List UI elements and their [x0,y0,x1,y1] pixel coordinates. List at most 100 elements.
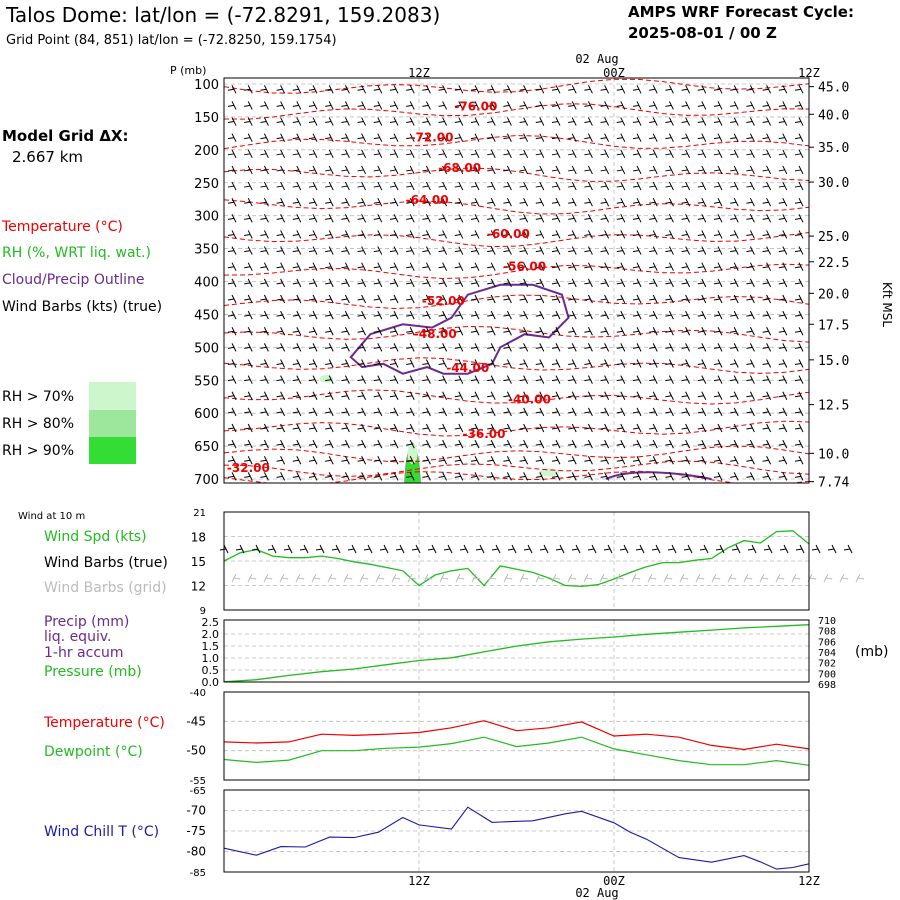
wind-barb-staff [665,117,674,126]
temperature-line [223,720,810,751]
wind-barb [389,423,399,433]
pressure-axis-label: P (mb) [170,64,206,77]
wind-barb [632,407,642,417]
wind-barb-staff [584,149,593,159]
wind-barb [325,439,334,449]
true-wind-barb-staff [763,544,773,554]
grid-wind-barb-staff [439,573,449,583]
wind-barb [438,181,448,191]
true-wind-barb-staff [683,544,693,554]
wind-barb-staff [551,197,561,207]
wind-barb [551,214,561,223]
wind-barb-staff [244,214,253,223]
wind-barb [713,117,723,126]
wind-barb-staff [535,246,545,255]
wind-barb-staff [568,149,577,159]
wind-barb-staff [568,262,577,271]
wind-barb-staff [730,197,739,207]
wind-barb-staff [470,214,480,223]
isotherm-line [224,103,809,120]
wind-barb-staff [519,456,529,465]
wind-barb-staff [276,101,286,110]
wind-barb [325,85,334,94]
wind-barb-staff [454,133,464,142]
legend-pressure: Pressure (mb) [44,664,142,680]
wind-barb-staff [730,327,739,336]
wind-barb-staff [584,214,593,223]
wind-barb-staff [260,456,269,465]
wind-barb [584,456,593,465]
wind-barb-staff [713,133,723,142]
wind-barb-staff [713,407,723,417]
wind-barb [746,407,755,417]
wind-barb-staff [308,439,318,449]
wind-barb-staff [422,375,431,384]
wind-barb-staff [276,294,286,304]
wind-chill-frame [223,789,810,873]
wind-barb [227,294,237,304]
wind-barb-staff [778,230,788,239]
wind-barb [341,294,350,304]
wind-barb [551,359,561,368]
wind-barb-staff [746,149,755,159]
wind-barb [276,85,286,94]
wind-barb-staff [616,423,626,433]
wind-barb-staff [422,246,431,255]
grid-wind-barb [375,573,385,583]
wind-barb [713,359,723,368]
true-wind-barb-staff [507,544,517,554]
wind-barb-staff [519,214,529,223]
grid-wind-barb [775,573,785,583]
wind-barb [308,117,318,126]
wind-barb-staff [389,375,399,384]
wind-barb [292,375,302,384]
wind-barb [276,101,286,110]
wind-barb-staff [600,101,610,110]
wind-barb-staff [260,423,269,433]
wind-barb-staff [292,85,302,94]
wind-barb [292,310,302,320]
true-wind-barb [539,544,549,554]
true-wind-barb-staff [827,544,837,554]
bottom-time-tick-label: 12Z [798,874,820,888]
wind-barb-staff [681,423,691,433]
wind-barb-staff [649,359,658,368]
wind-barb [649,149,658,159]
wind-barb-staff [357,343,367,352]
wind-barb-staff [244,149,253,159]
wind-barb-staff [568,391,577,400]
wind-barb [535,149,545,159]
wind-barb [519,230,529,239]
wind-barb-staff [762,327,772,336]
wind-barb [535,359,545,368]
true-wind-barb-staff [331,544,341,554]
wind-barb [341,165,350,175]
wind-barb-staff [584,133,593,142]
wind-barb-staff [308,278,318,288]
wind-barb-staff [535,278,545,288]
wind-barb-staff [244,133,253,142]
wind-barb-staff [778,197,788,207]
wind-barb [470,133,480,142]
wind-barb-staff [308,149,318,159]
wind-barb-staff [244,423,253,433]
wind-barb-staff [470,262,480,271]
wind-barb [697,246,707,255]
wind-barb-staff [713,165,723,175]
wind-barb [341,230,350,239]
wind-barb-staff [681,343,691,352]
true-wind-barb-staff [779,544,789,554]
wind-barb-staff [616,407,626,417]
wind-barb [519,214,529,223]
wind-barb-staff [665,310,674,320]
wind-barb-staff [584,117,593,126]
grid-wind-barb-staff [551,573,561,583]
wind-barb [487,439,496,449]
wind-barb [762,375,772,384]
wind-barb [357,439,367,449]
wind-barb-staff [519,262,529,271]
wind-barb-staff [389,85,399,94]
wind-barb [341,327,350,336]
wind-barb-staff [616,391,626,400]
